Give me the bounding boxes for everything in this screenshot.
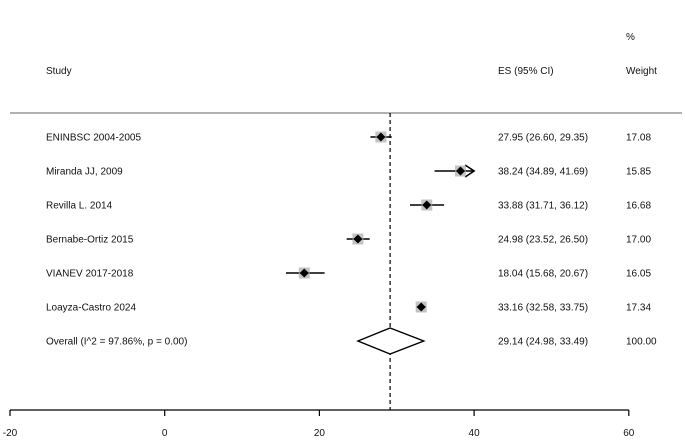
study-name: Miranda JJ, 2009 <box>46 167 123 178</box>
study-row: ENINBSC 2004-2005 27.95 (26.60, 29.35) 17.… <box>46 131 651 144</box>
point-estimate <box>376 132 386 142</box>
study-name: Bernabe-Ortiz 2015 <box>46 235 134 246</box>
point-estimate <box>299 268 309 278</box>
study-weight: 16.05 <box>626 269 651 280</box>
header-es-label: ES (95% CI) <box>498 66 554 77</box>
study-weight: 16.68 <box>626 201 651 212</box>
point-estimate <box>353 234 363 244</box>
point-estimate <box>422 200 432 210</box>
study-row: Loayza-Castro 2024 33.16 (32.58, 33.75) 17… <box>46 301 651 314</box>
study-name: ENINBSC 2004-2005 <box>46 133 141 144</box>
x-axis-tick-label: -20 <box>3 428 18 439</box>
x-axis-tick-label: 0 <box>162 428 168 439</box>
overall-es-ci: 29.14 (24.98, 33.49) <box>498 337 588 348</box>
study-row: Miranda JJ, 2009 38.24 (34.89, 41.69) 15.8… <box>46 164 651 178</box>
study-es-ci: 33.16 (32.58, 33.75) <box>498 303 588 314</box>
study-es-ci: 27.95 (26.60, 29.35) <box>498 133 588 144</box>
study-es-ci: 38.24 (34.89, 41.69) <box>498 167 588 178</box>
x-axis-tick-label: 60 <box>623 428 635 439</box>
study-row: Revilla L. 2014 33.88 (31.71, 36.12) 16.68 <box>46 199 651 212</box>
study-es-ci: 18.04 (15.68, 20.67) <box>498 269 588 280</box>
header-weight-percent: % <box>626 32 635 43</box>
overall-label: Overall (I^2 = 97.86%, p = 0.00) <box>46 337 187 348</box>
study-name: VIANEV 2017-2018 <box>46 269 134 280</box>
study-es-ci: 24.98 (23.52, 26.50) <box>498 235 588 246</box>
study-es-ci: 33.88 (31.71, 36.12) <box>498 201 588 212</box>
overall-diamond <box>356 327 426 355</box>
x-axis-tick-label: 20 <box>314 428 326 439</box>
point-estimate <box>455 166 465 176</box>
study-row: VIANEV 2017-2018 18.04 (15.68, 20.67) 16.0… <box>46 267 651 280</box>
point-estimate <box>416 302 426 312</box>
x-axis-tick-label: 40 <box>469 428 481 439</box>
study-row: Bernabe-Ortiz 2015 24.98 (23.52, 26.50) 17… <box>46 233 651 246</box>
study-weight: 15.85 <box>626 167 651 178</box>
study-name: Revilla L. 2014 <box>46 201 113 212</box>
study-name: Loayza-Castro 2024 <box>46 303 136 314</box>
overall-row: Overall (I^2 = 97.86%, p = 0.00) 29.14 (2… <box>46 327 657 355</box>
study-weight: 17.08 <box>626 133 651 144</box>
header-study-label: Study <box>46 66 72 77</box>
study-weight: 17.34 <box>626 303 651 314</box>
overall-weight: 100.00 <box>626 337 657 348</box>
ci-arrow <box>464 164 476 178</box>
header-weight-label: Weight <box>626 66 657 77</box>
study-weight: 17.00 <box>626 235 651 246</box>
